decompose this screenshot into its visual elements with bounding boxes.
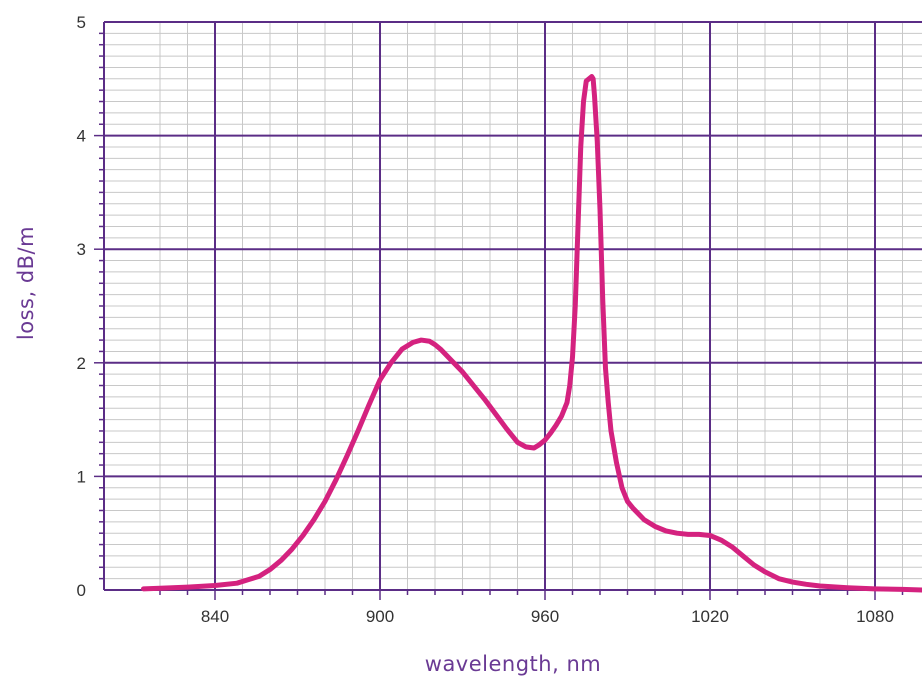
x-tick-label: 960 (531, 607, 559, 626)
y-axis-label: loss, dB/m (14, 226, 38, 340)
series-layer (141, 74, 922, 593)
y-tick-label: 2 (77, 354, 86, 373)
x-tick-label: 840 (201, 607, 229, 626)
y-tick-label: 0 (77, 581, 86, 600)
y-tick-label: 1 (77, 467, 86, 486)
major-grid (104, 21, 922, 590)
x-axis-label: wavelength, nm (425, 652, 601, 676)
x-tick-label: 1080 (856, 607, 894, 626)
minor-grid (104, 22, 922, 590)
y-tick-label: 4 (77, 127, 86, 146)
loss-curve (141, 74, 922, 593)
tick-labels: 0 1 2 3 4 5 840 900 960 1020 1080 (77, 13, 894, 626)
y-tick-label: 5 (77, 13, 86, 32)
x-tick-label: 1020 (691, 607, 729, 626)
axes (94, 22, 922, 600)
y-tick-label: 3 (77, 240, 86, 259)
x-tick-label: 900 (366, 607, 394, 626)
